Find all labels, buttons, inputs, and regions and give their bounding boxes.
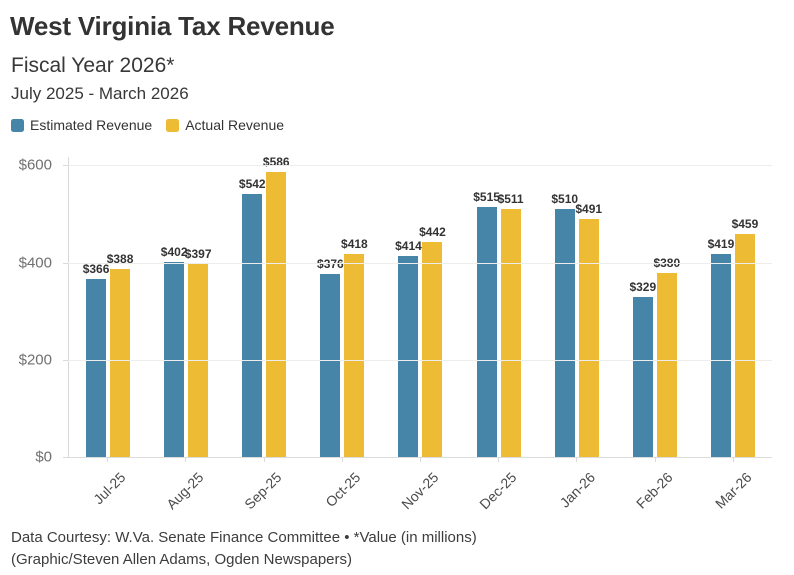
bar-value-label: $511 xyxy=(497,191,524,206)
y-axis-tick-label: $200 xyxy=(18,351,52,369)
chart-title: West Virginia Tax Revenue xyxy=(10,11,335,41)
x-axis-tick-label: Oct-25 xyxy=(322,469,364,511)
x-axis-tick-label: Dec-25 xyxy=(476,469,520,513)
bar-group-feb-26: $329 $380 xyxy=(616,165,694,458)
bar-actual-nov-25: $442 xyxy=(419,225,446,458)
chart-legend: Estimated Revenue Actual Revenue xyxy=(11,117,794,133)
bar-groups: $366 $388 $402 $397 $542 $586 $376 $418 $414 $442… xyxy=(69,155,772,458)
bar-value-label: $418 xyxy=(341,237,368,252)
chart-footer: Data Courtesy: W.Va. Senate Finance Comm… xyxy=(11,527,794,571)
gridline xyxy=(68,262,772,264)
bar-value-label: $366 xyxy=(82,262,110,277)
gridline xyxy=(68,360,772,362)
x-axis-tick-label: Jan-26 xyxy=(556,469,598,512)
x-axis-tickmark xyxy=(420,457,421,463)
legend-label: Estimated Revenue xyxy=(30,117,153,134)
x-axis-tick-label: Jul-25 xyxy=(90,469,129,508)
legend-label: Actual Revenue xyxy=(185,117,285,134)
x-axis-tickmark xyxy=(185,457,187,463)
legend-item-estimated: Estimated Revenue xyxy=(11,117,152,133)
y-axis-tick-label: $0 xyxy=(35,448,52,466)
gridline xyxy=(68,165,772,167)
bar-value-label: $397 xyxy=(184,247,212,262)
bar-value-label: $515 xyxy=(473,189,500,204)
x-axis-tick-label: Sep-25 xyxy=(241,469,285,513)
bar-value-label: $376 xyxy=(317,257,344,272)
chart-area: $600 $400 $200 $0 $366 $388 $402 $397 $542 $586 $… xyxy=(10,155,772,513)
x-axis-tick-label: Feb-26 xyxy=(633,469,676,513)
y-axis-line xyxy=(68,157,69,458)
y-axis: $600 $400 $200 $0 xyxy=(10,157,58,466)
chart-date-range: July 2025 - March 2026 xyxy=(11,84,189,104)
y-axis-tick-label: $600 xyxy=(18,156,52,174)
bar-estimated-jan-26: $510 xyxy=(551,192,578,458)
bar-group-oct-25: $376 $418 xyxy=(303,165,381,458)
bar-value-label: $459 xyxy=(731,217,759,232)
x-axis-tick-label: Aug-25 xyxy=(163,469,207,513)
bar-actual-mar-26: $459 xyxy=(732,217,758,458)
x-axis-tickmark xyxy=(341,457,343,463)
x-axis-tickmark xyxy=(107,457,109,463)
bar-value-label: $491 xyxy=(575,201,603,216)
bar-actual-jul-25: $388 xyxy=(107,252,133,458)
bar-value-label: $380 xyxy=(653,255,681,270)
bar-estimated-aug-25: $402 xyxy=(161,245,188,458)
y-axis-tickmark xyxy=(63,262,68,264)
y-axis-tick-label: $400 xyxy=(18,254,52,272)
chart-subtitle: Fiscal Year 2026* xyxy=(11,53,175,77)
x-axis-tickmark xyxy=(263,457,265,463)
bar-value-label: $542 xyxy=(238,176,266,191)
bar-estimated-nov-25: $414 xyxy=(395,239,422,458)
legend-item-actual: Actual Revenue xyxy=(166,117,284,133)
bar-value-label: $586 xyxy=(262,155,290,170)
bar-group-aug-25: $402 $397 xyxy=(147,165,225,458)
bar-actual-sep-25: $586 xyxy=(263,155,290,458)
bar-actual-dec-25: $511 xyxy=(498,192,524,458)
footer-credit: Data Courtesy: W.Va. Senate Finance Comm… xyxy=(11,529,477,547)
legend-swatch-actual xyxy=(166,118,180,132)
bar-estimated-feb-26: $329 xyxy=(629,280,656,458)
bar-estimated-mar-26: $419 xyxy=(708,237,734,458)
bar-group-sep-25: $542 $586 xyxy=(225,155,303,458)
y-axis-tickmark xyxy=(63,165,68,167)
x-axis-tick-label: Nov-25 xyxy=(398,469,442,513)
legend-swatch-estimated xyxy=(11,118,24,132)
bar-estimated-dec-25: $515 xyxy=(473,190,500,458)
bar-actual-feb-26: $380 xyxy=(653,256,680,458)
bar-value-label: $388 xyxy=(106,251,134,266)
bar-value-label: $402 xyxy=(160,244,188,259)
bar-value-label: $442 xyxy=(419,225,446,240)
footer-graphic-credit: (Graphic/Steven Allen Adams, Ogden Newsp… xyxy=(11,551,353,569)
x-axis-tickmark xyxy=(498,457,500,463)
bar-value-label: $414 xyxy=(395,239,422,253)
bar-value-label: $329 xyxy=(629,280,657,295)
bar-value-label: $510 xyxy=(551,192,579,207)
x-axis-tickmark xyxy=(576,457,578,463)
x-axis-tickmark xyxy=(732,457,734,463)
bar-estimated-sep-25: $542 xyxy=(239,177,266,458)
x-axis-tick-label: Mar-26 xyxy=(711,469,755,513)
y-axis-tickmark xyxy=(63,360,68,362)
bar-estimated-jul-25: $366 xyxy=(83,262,109,458)
bar-group-nov-25: $414 $442 xyxy=(381,165,459,458)
plot-area: $366 $388 $402 $397 $542 $586 $376 $418 $414 $442… xyxy=(63,155,772,513)
bar-actual-jan-26: $491 xyxy=(575,202,602,458)
bar-group-jan-26: $510 $491 xyxy=(538,165,616,458)
bar-actual-oct-25: $418 xyxy=(341,237,368,458)
y-axis-tickmark xyxy=(63,457,68,459)
x-axis-tickmark xyxy=(654,457,656,463)
bar-group-mar-26: $419 $459 xyxy=(694,165,772,458)
bar-group-jul-25: $366 $388 xyxy=(69,165,147,458)
bar-group-dec-25: $515 $511 xyxy=(460,165,538,458)
bar-value-label: $419 xyxy=(707,236,735,251)
bar-estimated-oct-25: $376 xyxy=(317,257,344,458)
